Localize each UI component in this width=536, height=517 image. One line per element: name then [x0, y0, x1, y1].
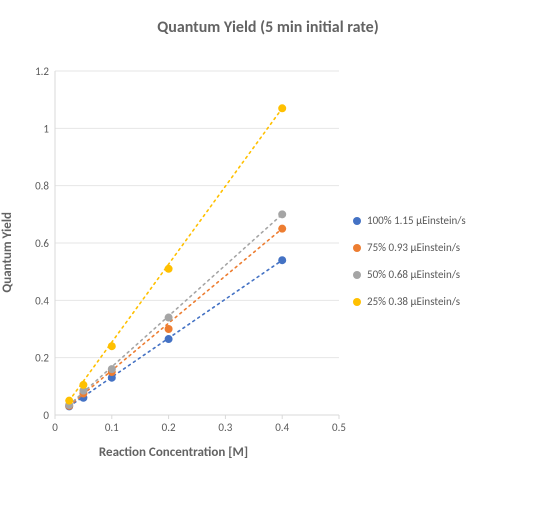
data-point [165, 313, 173, 321]
legend-swatch [353, 244, 361, 252]
legend-label: 25% 0.38 µEinstein/s [367, 295, 460, 308]
chart-title: Quantum Yield (5 min initial rate) [0, 18, 536, 37]
x-tick-label: 0 [52, 421, 58, 434]
data-point [165, 264, 173, 272]
plot-column: Quantum Yield 0 0.2 0.4 0.6 0.8 1 1.2 0 0.1 0.2 0.… [0, 63, 347, 460]
chart-container: Quantum Yield (5 min initial rate) Quant… [0, 0, 536, 517]
x-tick-label: 0.4 [275, 421, 289, 434]
x-tick-label: 0.5 [332, 421, 346, 434]
legend-label: 50% 0.68 µEinstein/s [367, 268, 460, 281]
x-tick-label: 0.1 [105, 421, 119, 434]
y-axis-label: Quantum Yield [0, 212, 15, 293]
trend-line [69, 260, 282, 406]
plot-area: 0 0.2 0.4 0.6 0.8 1 1.2 0 0.1 0.2 0.3 0.4 0.5 [17, 63, 347, 443]
legend-item: 75% 0.93 µEinstein/s [353, 241, 466, 254]
data-point [278, 256, 286, 264]
legend: 100% 1.15 µEinstein/s 75% 0.93 µEinstein/… [353, 214, 466, 308]
y-tick-label: 0.2 [35, 351, 49, 364]
y-tick-label: 0.8 [35, 179, 49, 192]
x-axis-label: Reaction Concentration [M] [99, 445, 248, 460]
y-tick-label: 0 [43, 409, 49, 422]
data-point [165, 325, 173, 333]
data-point [108, 365, 116, 373]
y-tick-label: 1 [43, 122, 49, 135]
legend-swatch [353, 298, 361, 306]
data-point [278, 224, 286, 232]
chart-main: Quantum Yield 0 0.2 0.4 0.6 0.8 1 1.2 0 0.1 0.2 0.… [0, 41, 536, 481]
legend-item: 25% 0.38 µEinstein/s [353, 295, 466, 308]
legend-label: 100% 1.15 µEinstein/s [367, 214, 466, 227]
y-tick-label: 0.6 [35, 237, 49, 250]
y-tick-label: 1.2 [35, 65, 49, 78]
legend-swatch [353, 271, 361, 279]
legend-swatch [353, 217, 361, 225]
y-tick-label: 0.4 [35, 294, 49, 307]
legend-item: 50% 0.68 µEinstein/s [353, 268, 466, 281]
legend-label: 75% 0.93 µEinstein/s [367, 241, 460, 254]
x-tick-label: 0.2 [162, 421, 176, 434]
data-point [108, 342, 116, 350]
data-point [278, 104, 286, 112]
data-point [165, 335, 173, 343]
legend-item: 100% 1.15 µEinstein/s [353, 214, 466, 227]
data-point [278, 210, 286, 218]
data-point [65, 396, 73, 404]
data-point [79, 380, 87, 388]
x-tick-label: 0.3 [218, 421, 232, 434]
